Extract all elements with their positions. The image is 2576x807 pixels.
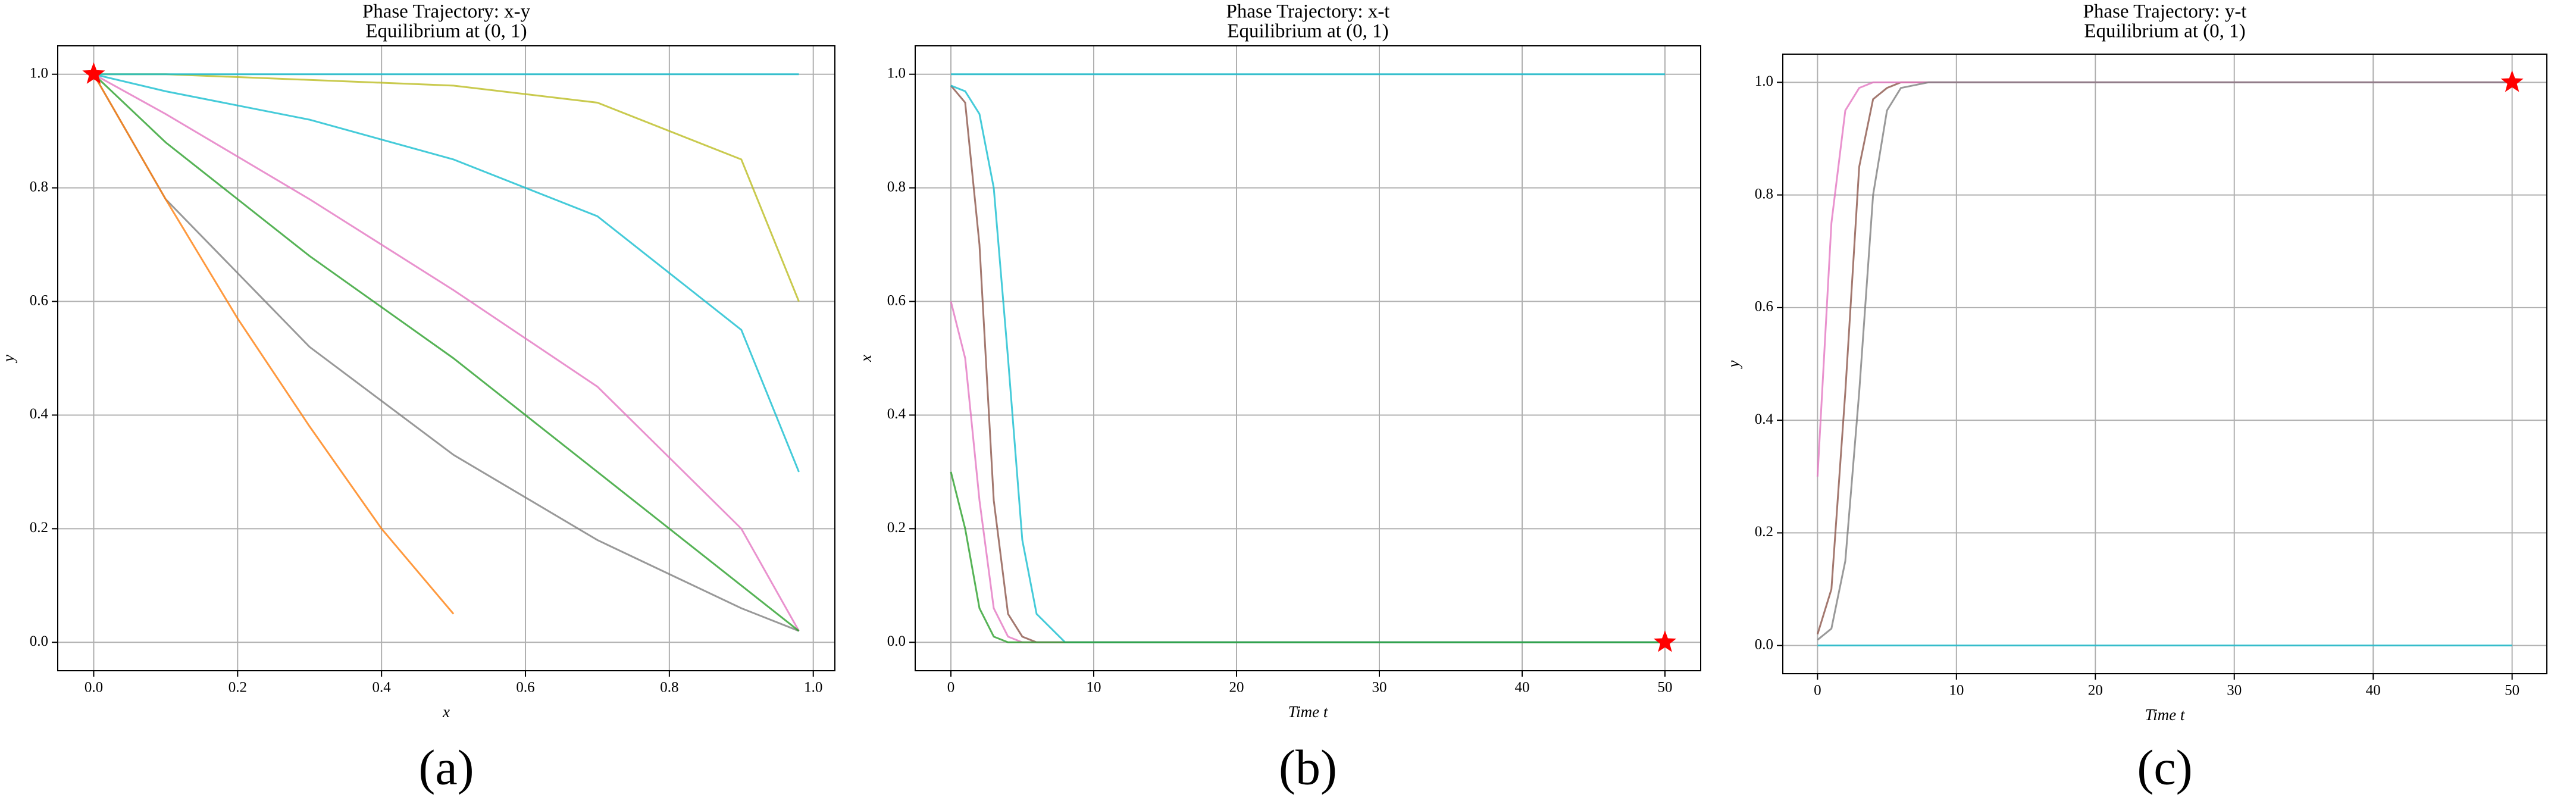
chart-subtitle: Equilibrium at (0, 1) xyxy=(1227,21,1388,42)
equilibrium-marker xyxy=(2500,70,2524,92)
y-tick-label: 0.8 xyxy=(1755,186,1773,202)
x-tick-label: 50 xyxy=(1658,680,1673,696)
x-axis-label: x xyxy=(442,703,450,721)
trajectory xyxy=(1816,81,2512,635)
trajectory xyxy=(1816,81,2512,477)
panel-caption: (b) xyxy=(1279,740,1337,795)
axes-frame xyxy=(1782,54,2547,674)
chart-title: Phase Trajectory: y-t xyxy=(2083,1,2247,23)
y-axis-label: y xyxy=(1724,360,1742,369)
x-tick-label: 40 xyxy=(1515,680,1530,696)
trajectory xyxy=(950,85,1665,643)
x-tick-label: 30 xyxy=(1372,680,1387,696)
chart-subtitle: Equilibrium at (0, 1) xyxy=(2084,21,2245,42)
x-tick-label: 40 xyxy=(2366,683,2381,699)
y-tick-label: 0.2 xyxy=(30,520,48,536)
x-tick-label: 10 xyxy=(1949,683,1964,699)
x-tick-label: 20 xyxy=(2088,683,2103,699)
chart-title: Phase Trajectory: x-t xyxy=(1226,1,1390,23)
y-axis-label: y xyxy=(0,355,17,364)
y-tick-label: 1.0 xyxy=(30,65,48,81)
panel: 0 10 20 30 40 50 0.0 0.2 0.4 0.6 0.8 1.0 Phase Traje… xyxy=(857,1,1701,795)
x-tick-label: 1.0 xyxy=(804,680,822,696)
panel-caption: (c) xyxy=(2137,740,2192,795)
panel: 0.0 0.2 0.4 0.6 0.8 1.0 0.0 0.2 0.4 0.6 0.8 1.0 Phas… xyxy=(0,1,835,795)
x-tick-label: 0 xyxy=(947,680,955,696)
x-tick-label: 20 xyxy=(1229,680,1244,696)
chart-title: Phase Trajectory: x-y xyxy=(362,1,531,23)
y-tick-label: 0.6 xyxy=(887,292,906,308)
y-tick-label: 1.0 xyxy=(887,65,906,81)
chart-subtitle: Equilibrium at (0, 1) xyxy=(365,21,527,42)
y-tick-label: 0.4 xyxy=(1755,411,1774,427)
x-tick-label: 0.8 xyxy=(660,680,678,696)
x-tick-label: 30 xyxy=(2227,683,2242,699)
y-tick-label: 0.6 xyxy=(30,292,48,308)
trajectory xyxy=(93,73,800,473)
trajectory xyxy=(950,301,1665,643)
x-tick-label: 10 xyxy=(1087,680,1101,696)
axes-frame xyxy=(915,45,1701,671)
x-tick-label: 50 xyxy=(2505,683,2519,699)
y-tick-label: 0.8 xyxy=(887,179,906,195)
y-tick-label: 0.4 xyxy=(887,406,906,422)
trajectory xyxy=(93,73,800,632)
equilibrium-marker xyxy=(82,62,105,84)
trajectory xyxy=(950,85,1665,643)
y-tick-label: 0.6 xyxy=(1755,299,1773,315)
x-axis-label: Time t xyxy=(2145,706,2186,724)
axes-frame xyxy=(57,45,835,671)
equilibrium-marker xyxy=(1654,630,1676,652)
x-tick-label: 0 xyxy=(1814,683,1821,699)
y-tick-label: 0.0 xyxy=(30,633,48,649)
x-tick-label: 0.0 xyxy=(84,680,103,696)
x-axis-label: Time t xyxy=(1288,703,1329,721)
x-tick-label: 0.4 xyxy=(373,680,392,696)
trajectory xyxy=(93,73,800,631)
x-tick-label: 0.6 xyxy=(516,680,534,696)
y-tick-label: 0.4 xyxy=(30,406,49,422)
y-tick-label: 0.0 xyxy=(1755,636,1773,652)
y-tick-label: 0.2 xyxy=(887,520,906,536)
y-tick-label: 0.0 xyxy=(887,633,906,649)
panel: 0 10 20 30 40 50 0.0 0.2 0.4 0.6 0.8 1.0 Phase Traje… xyxy=(1724,1,2547,795)
y-tick-label: 0.8 xyxy=(30,179,48,195)
y-axis-label: x xyxy=(857,355,875,362)
trajectory xyxy=(93,73,455,615)
x-tick-label: 0.2 xyxy=(229,680,247,696)
trajectory xyxy=(950,471,1665,643)
y-tick-label: 0.2 xyxy=(1755,524,1773,540)
panel-caption: (a) xyxy=(418,740,474,795)
y-tick-label: 1.0 xyxy=(1755,73,1773,89)
trajectory xyxy=(1817,81,2512,641)
